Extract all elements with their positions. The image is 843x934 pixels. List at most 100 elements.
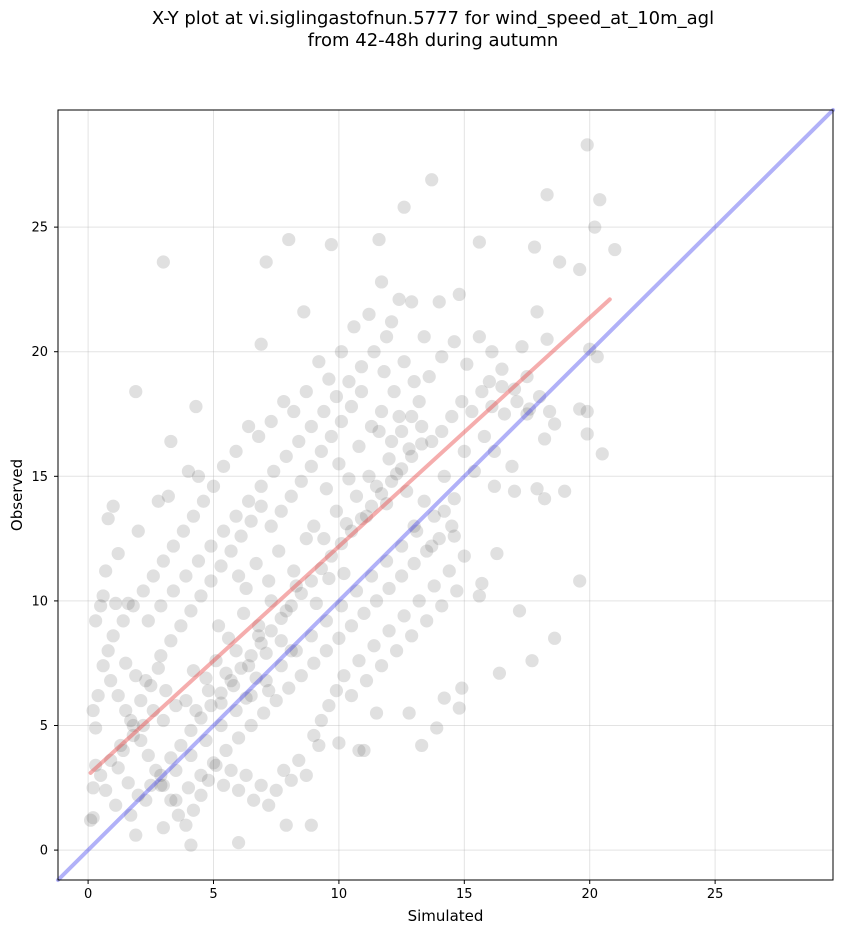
data-point (437, 469, 451, 483)
data-point (522, 402, 537, 416)
data-point (407, 375, 421, 389)
data-point (314, 561, 328, 576)
data-point (199, 671, 213, 685)
data-point (367, 639, 381, 653)
data-point (465, 404, 479, 419)
data-point (505, 459, 519, 473)
data-point (312, 355, 326, 369)
data-point (239, 691, 253, 705)
data-point (279, 604, 293, 618)
data-point (392, 409, 406, 424)
data-point (264, 594, 278, 608)
data-point (447, 529, 461, 543)
data-point (477, 429, 491, 444)
data-point (244, 688, 258, 703)
data-point (369, 479, 384, 493)
data-point (242, 659, 256, 673)
data-point (435, 599, 449, 613)
data-point (317, 404, 331, 419)
data-point (294, 586, 308, 601)
data-point (432, 295, 446, 309)
data-point (164, 634, 178, 648)
data-point (450, 584, 464, 598)
data-point (262, 574, 276, 588)
data-point (171, 808, 185, 822)
data-point (583, 342, 597, 356)
data-point (420, 544, 434, 558)
data-point (322, 372, 336, 386)
data-point (580, 404, 594, 419)
data-point (287, 564, 301, 578)
y-tick-label: 15 (31, 470, 48, 485)
data-point (415, 419, 429, 434)
chart-title-line-2: from 42-48h during autumn (307, 30, 559, 51)
data-point (254, 636, 268, 650)
data-point (532, 389, 547, 404)
data-point (134, 733, 148, 748)
data-point (169, 793, 183, 807)
data-point (194, 788, 208, 802)
data-point (354, 512, 369, 526)
y-tick-label: 5 (40, 719, 48, 734)
data-point (214, 559, 228, 573)
data-point (109, 798, 123, 812)
data-point (209, 654, 223, 668)
data-point (279, 449, 293, 463)
data-point (236, 606, 251, 620)
data-point (186, 509, 201, 523)
data-point (159, 684, 173, 698)
data-point (277, 394, 291, 409)
data-point (264, 519, 278, 533)
data-point (447, 492, 461, 506)
data-point (289, 579, 303, 593)
x-tick-label: 15 (456, 887, 473, 902)
data-point (357, 743, 371, 758)
data-point (231, 836, 246, 850)
data-point (435, 350, 449, 364)
data-point (252, 619, 266, 633)
data-point (279, 818, 293, 832)
data-point (580, 138, 594, 152)
data-point (186, 664, 201, 678)
data-point (442, 564, 456, 578)
data-point (284, 599, 298, 613)
data-point (201, 684, 216, 698)
data-point (395, 539, 409, 553)
data-point (507, 382, 522, 396)
data-point (372, 424, 386, 439)
y-tick-label: 0 (40, 844, 48, 859)
data-point (344, 524, 359, 538)
data-point (252, 429, 266, 444)
data-point (146, 569, 160, 583)
data-point (199, 733, 213, 748)
data-point (304, 419, 318, 434)
data-point (580, 427, 594, 441)
data-point (359, 509, 374, 523)
data-point (144, 778, 158, 792)
x-tick-label: 0 (84, 887, 92, 902)
data-point (487, 479, 502, 493)
data-point (395, 462, 409, 476)
data-point (299, 768, 313, 782)
data-point (475, 384, 489, 399)
data-point (289, 644, 303, 658)
data-point (530, 482, 544, 496)
data-point (379, 330, 394, 344)
data-point (472, 330, 486, 344)
data-point (284, 644, 298, 658)
data-point (407, 519, 421, 533)
data-point (186, 803, 201, 817)
data-point (334, 414, 349, 429)
data-point (294, 669, 308, 683)
data-point (309, 596, 323, 610)
data-point (384, 434, 399, 449)
data-point (269, 693, 283, 708)
data-point (149, 763, 163, 777)
data-point (111, 761, 125, 775)
data-point (166, 539, 180, 553)
data-point (244, 514, 258, 528)
data-point (389, 644, 404, 658)
data-point (324, 237, 338, 252)
data-point (101, 644, 115, 658)
data-point (174, 619, 188, 633)
